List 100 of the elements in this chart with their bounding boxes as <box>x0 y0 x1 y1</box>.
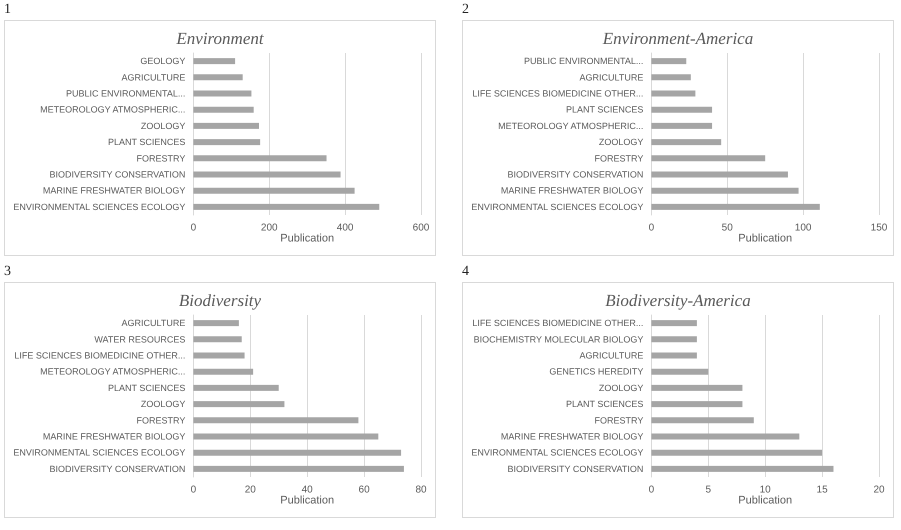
bar <box>193 204 380 210</box>
bar <box>193 155 327 162</box>
text: 1 <box>4 2 11 17</box>
bar <box>193 434 378 440</box>
chart-title: Environment-America <box>602 29 754 48</box>
bar <box>651 401 742 408</box>
bar <box>193 172 341 178</box>
y-tick-label: ENVIRONMENTAL SCIENCES ECOLOGY <box>471 202 644 212</box>
y-tick-label: PUBLIC ENVIRONMENTAL... <box>66 88 186 98</box>
y-tick-label: ENVIRONMENTAL SCIENCES ECOLOGY <box>13 202 186 212</box>
y-tick-label: LIFE SCIENCES BIOMEDICINE OTHER... <box>472 88 644 98</box>
y-tick-label: METEOROLOGY ATMOSPHERIC... <box>40 104 186 115</box>
x-tick-label: 5 <box>705 484 712 496</box>
bar <box>651 368 708 375</box>
x-tick-label: 0 <box>190 222 197 234</box>
y-tick-label: ZOOLOGY <box>140 120 186 131</box>
x-tick-label: 100 <box>794 222 812 234</box>
y-tick-label: MARINE FRESHWATER BIOLOGY <box>500 186 644 196</box>
bar <box>651 172 788 178</box>
x-tick-label: 80 <box>415 484 427 496</box>
bar <box>193 90 252 96</box>
bar <box>651 466 834 472</box>
bar <box>651 139 722 146</box>
x-tick-label: 0 <box>648 484 655 496</box>
bar <box>193 417 358 424</box>
text: 3 <box>4 264 11 279</box>
bar <box>651 155 766 162</box>
bar <box>651 204 820 210</box>
text: 2 <box>462 2 469 17</box>
y-tick-label: ENVIRONMENTAL SCIENCES ECOLOGY <box>471 448 644 458</box>
y-tick-label: BIODIVERSITY CONSERVATION <box>49 170 186 180</box>
y-tick-label: ENVIRONMENTAL SCIENCES ECOLOGY <box>13 448 186 458</box>
bar <box>193 352 245 358</box>
x-tick-label: 200 <box>260 222 278 234</box>
y-tick-label: BIODIVERSITY CONSERVATION <box>49 464 186 474</box>
y-tick-label: PUBLIC ENVIRONMENTAL... <box>524 56 644 66</box>
x-tick-label: 20 <box>873 484 885 496</box>
bar <box>193 320 239 326</box>
x-tick-label: 40 <box>302 484 314 496</box>
x-tick-label: 400 <box>336 222 354 234</box>
y-tick-label: LIFE SCIENCES BIOMEDICINE OTHER... <box>14 350 186 360</box>
y-tick-label: FORESTRY <box>136 415 186 426</box>
bar <box>651 417 754 424</box>
x-tick-label: 0 <box>190 484 197 496</box>
y-tick-label: ZOOLOGY <box>140 399 186 410</box>
bar <box>193 368 254 375</box>
chart-title: Biodiversity <box>178 291 262 310</box>
x-axis-title: Publication <box>738 232 792 244</box>
y-tick-label: METEOROLOGY ATMOSPHERIC... <box>498 120 644 131</box>
x-tick-label: 150 <box>870 222 888 234</box>
x-tick-label: 60 <box>358 484 370 496</box>
y-tick-label: PLANT SCIENCES <box>108 382 186 393</box>
bar <box>651 90 696 96</box>
x-tick-label: 0 <box>648 222 655 234</box>
bar <box>193 336 242 342</box>
y-tick-label: MARINE FRESHWATER BIOLOGY <box>42 432 186 442</box>
y-tick-label: LIFE SCIENCES BIOMEDICINE OTHER... <box>472 318 644 328</box>
bar <box>193 139 260 146</box>
bar <box>651 58 686 64</box>
bar <box>651 352 697 358</box>
y-tick-label: GENETICS HEREDITY <box>549 366 644 377</box>
chart-title: Environment <box>175 29 265 48</box>
y-tick-label: BIODIVERSITY CONSERVATION <box>507 170 644 180</box>
y-tick-label: METEOROLOGY ATMOSPHERIC... <box>40 366 186 377</box>
y-tick-label: PLANT SCIENCES <box>108 137 186 148</box>
y-tick-label: BIODIVERSITY CONSERVATION <box>507 464 644 474</box>
bar <box>193 106 254 113</box>
bar <box>651 74 691 80</box>
bar <box>651 106 712 113</box>
bar <box>193 188 355 194</box>
y-tick-label: BIOCHEMISTRY MOLECULAR BIOLOGY <box>474 334 644 344</box>
x-tick-label: 15 <box>816 484 828 496</box>
y-tick-label: FORESTRY <box>594 153 644 164</box>
y-tick-label: GEOLOGY <box>140 56 186 66</box>
x-axis-title: Publication <box>738 494 792 506</box>
x-axis-title: Publication <box>280 494 334 506</box>
y-tick-label: MARINE FRESHWATER BIOLOGY <box>42 186 186 196</box>
bar <box>651 188 799 194</box>
text: 4 <box>462 264 469 279</box>
y-tick-label: ZOOLOGY <box>598 137 644 148</box>
bar <box>193 450 402 456</box>
x-tick-label: 10 <box>760 484 772 496</box>
y-tick-label: AGRICULTURE <box>580 72 644 82</box>
x-tick-label: 600 <box>412 222 430 234</box>
x-axis-title: Publication <box>280 232 334 244</box>
x-tick-label: 20 <box>244 484 256 496</box>
bar <box>651 384 742 391</box>
y-tick-label: AGRICULTURE <box>580 350 644 360</box>
y-tick-label: FORESTRY <box>594 415 644 426</box>
bar <box>193 466 404 472</box>
y-tick-label: MARINE FRESHWATER BIOLOGY <box>500 432 644 442</box>
y-tick-label: AGRICULTURE <box>122 318 186 328</box>
y-tick-label: ZOOLOGY <box>598 382 644 393</box>
bar <box>193 122 259 129</box>
y-tick-label: AGRICULTURE <box>122 72 186 82</box>
y-tick-label: PLANT SCIENCES <box>566 104 644 115</box>
bar <box>651 434 800 440</box>
x-tick-label: 50 <box>722 222 734 234</box>
bar <box>193 401 284 408</box>
y-tick-label: FORESTRY <box>136 153 186 164</box>
